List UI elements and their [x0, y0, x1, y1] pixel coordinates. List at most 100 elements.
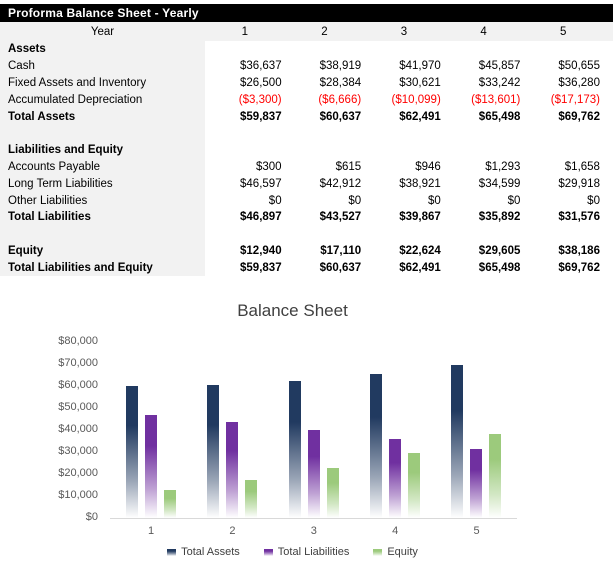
sheet-title-bar: Proforma Balance Sheet - Yearly — [0, 4, 613, 22]
cell-value[interactable]: ($13,601) — [471, 93, 521, 106]
table-row-total-liabilities: Total Liabilities $46,897 $43,527 $39,867 $3… — [0, 208, 613, 226]
cell-value[interactable]: $1,293 — [485, 160, 521, 173]
cell-value[interactable]: $300 — [256, 160, 282, 173]
bar-equity-year-4 — [407, 452, 420, 518]
cell-value[interactable]: $33,242 — [478, 76, 521, 89]
cell-value[interactable]: $46,597 — [240, 177, 282, 190]
cell-value[interactable]: $65,498 — [478, 261, 521, 274]
x-category-label-4: 4 — [392, 525, 399, 537]
x-category-label-5: 5 — [473, 525, 480, 537]
cell-value[interactable]: $0 — [268, 194, 282, 207]
cell-value[interactable]: $62,491 — [399, 261, 441, 274]
x-category-label-1: 1 — [147, 525, 155, 537]
cell-value[interactable]: $36,280 — [558, 76, 600, 89]
cell-value[interactable]: ($17,173) — [550, 93, 600, 106]
cell-value[interactable]: $946 — [415, 160, 441, 173]
row-label[interactable]: Long Term Liabilities — [0, 175, 205, 193]
cell-value[interactable]: $0 — [587, 194, 600, 207]
cell-value[interactable]: $29,605 — [478, 244, 521, 257]
cell-value[interactable]: $59,837 — [240, 261, 282, 274]
year-column-header-4[interactable]: 4 — [480, 25, 487, 38]
y-tick-label: $60,000 — [58, 379, 98, 391]
year-column-header-3[interactable]: 3 — [400, 25, 408, 38]
cell-value[interactable]: $0 — [348, 194, 362, 207]
x-category-label-2: 2 — [229, 525, 236, 537]
cell-value[interactable]: $46,897 — [240, 211, 282, 224]
row-label[interactable]: Total Liabilities and Equity — [0, 259, 205, 277]
cell-value[interactable]: $35,892 — [478, 211, 521, 224]
table-row-liabilities-and-equity: Liabilities and Equity — [0, 141, 613, 159]
cell-value[interactable]: $43,527 — [319, 211, 362, 224]
y-tick-label: $40,000 — [58, 423, 98, 435]
table-row-assets: Assets — [0, 41, 613, 58]
year-column-header-5[interactable]: 5 — [559, 25, 567, 38]
cell-value[interactable]: $60,637 — [319, 110, 362, 123]
row-label[interactable]: Accumulated Depreciation — [0, 91, 205, 109]
y-tick-label: $30,000 — [58, 445, 98, 457]
row-label[interactable]: Equity — [0, 242, 205, 260]
cell-value[interactable]: $1,658 — [564, 160, 600, 173]
row-label[interactable]: Assets — [0, 41, 205, 58]
cell-value[interactable]: $22,624 — [399, 244, 441, 257]
cell-value[interactable]: $30,621 — [399, 76, 441, 89]
cell-value[interactable]: $615 — [335, 160, 362, 173]
cell-value[interactable]: $36,637 — [240, 60, 282, 73]
cell-value[interactable]: $45,857 — [478, 60, 521, 73]
cell-value[interactable]: $50,655 — [558, 60, 600, 73]
row-label[interactable]: Total Assets — [0, 108, 205, 125]
cell-value[interactable]: $17,110 — [320, 244, 362, 257]
year-column-header-1[interactable]: 1 — [241, 25, 248, 38]
cell-value[interactable]: $38,921 — [399, 177, 441, 190]
cell-value[interactable]: $0 — [507, 194, 521, 207]
cell-value[interactable]: ($6,666) — [318, 93, 362, 106]
row-label[interactable] — [0, 225, 205, 243]
cell-value[interactable]: $39,867 — [399, 211, 441, 224]
row-label[interactable]: Accounts Payable — [0, 158, 205, 176]
table-row-blank — [0, 225, 613, 243]
cell-value[interactable]: $69,762 — [558, 110, 600, 123]
cell-value[interactable]: ($10,099) — [391, 93, 441, 106]
row-label[interactable]: Other Liabilities — [0, 192, 205, 209]
row-label[interactable]: Cash — [0, 57, 205, 75]
legend-item-total-liabilities[interactable]: Total Liabilities — [263, 546, 349, 558]
legend-marker-icon — [373, 548, 383, 556]
cell-value[interactable]: $26,500 — [240, 76, 282, 89]
year-header-row: Year 1 2 3 4 5 — [0, 22, 613, 41]
table-row-total-liabilities-and-equity: Total Liabilities and Equity $59,837 $60,6… — [0, 259, 613, 277]
cell-value[interactable]: $59,837 — [240, 110, 282, 123]
cell-value[interactable]: $34,599 — [478, 177, 521, 190]
cell-value[interactable]: $38,186 — [558, 244, 600, 257]
table-row-other-liabilities: Other Liabilities $0 $0 $0 $0 $0 — [0, 192, 613, 209]
bar-equity-year-2 — [245, 480, 258, 518]
cell-value[interactable]: $62,491 — [399, 110, 441, 123]
cell-value[interactable]: ($3,300) — [238, 93, 282, 106]
table-row-equity: Equity $12,940 $17,110 $22,624 $29,605 $38,18… — [0, 242, 613, 260]
cell-value[interactable]: $31,576 — [558, 211, 600, 224]
cell-value[interactable]: $28,384 — [319, 76, 362, 89]
legend-item-equity[interactable]: Equity — [373, 546, 418, 558]
legend-label: Equity — [387, 546, 418, 558]
year-column-header-2[interactable]: 2 — [321, 25, 328, 38]
table-row-total-assets: Total Assets $59,837 $60,637 $62,491 $65,498… — [0, 108, 613, 125]
cell-value[interactable]: $0 — [427, 194, 441, 207]
bar-total-assets-year-3 — [288, 380, 301, 518]
cell-value[interactable]: $42,912 — [319, 177, 362, 190]
cell-value[interactable]: $60,637 — [319, 261, 362, 274]
bar-total-liabilities-year-5 — [470, 448, 483, 518]
cell-value[interactable]: $12,940 — [240, 244, 282, 257]
legend-item-total-assets[interactable]: Total Assets — [167, 546, 240, 558]
cell-value[interactable]: $41,970 — [399, 60, 441, 73]
y-tick-label: $0 — [85, 511, 98, 523]
row-label[interactable]: Liabilities and Equity — [0, 141, 205, 159]
plot-area — [110, 342, 517, 519]
cell-value[interactable]: $69,762 — [558, 261, 600, 274]
row-label[interactable]: Fixed Assets and Inventory — [0, 74, 205, 92]
cell-value[interactable]: $29,918 — [558, 177, 600, 190]
bar-equity-year-1 — [163, 489, 176, 518]
bar-total-liabilities-year-1 — [144, 414, 157, 518]
cell-value[interactable]: $38,919 — [319, 60, 362, 73]
cell-value[interactable]: $65,498 — [478, 110, 521, 123]
balance-sheet-chart[interactable]: Balance Sheet $80,000 $70,000 $60,000 $50,0… — [0, 285, 585, 582]
row-label[interactable] — [0, 124, 205, 142]
row-label[interactable]: Total Liabilities — [0, 208, 205, 226]
